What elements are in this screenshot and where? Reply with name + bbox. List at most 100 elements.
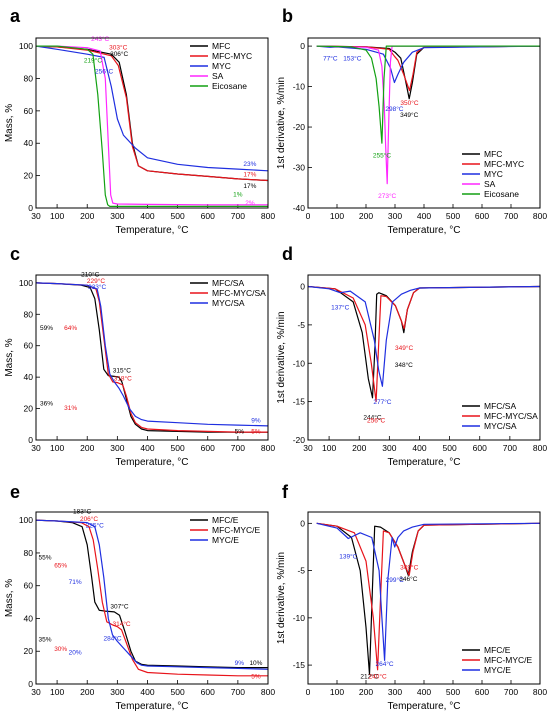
annotation-label: 315°C [113, 366, 131, 374]
plot-frame [307, 511, 541, 685]
panel-label-e: e [10, 482, 20, 502]
x-tick-label: 800 [533, 211, 547, 221]
panel-a: a 30 100 200 300 400 500 600 700 800 0 20 40 60 80 100 T… [4, 6, 275, 236]
annotation-label: 229°C [87, 277, 105, 285]
y-tick-label: -10 [293, 358, 306, 368]
x-tick-label: 700 [504, 211, 518, 221]
annotation-label: 65% [54, 563, 67, 570]
x-tick-label: 300 [110, 687, 124, 697]
annotation-label: 349°C [400, 111, 418, 119]
annotation-label: 303°C [109, 43, 127, 51]
panel-c: c 30 100 200 300 400 500 600 700 800 0 20 40 60 80 100 T… [4, 244, 275, 468]
y-tick-label: -20 [293, 122, 306, 132]
annotation-label: 1% [233, 192, 243, 199]
annotation-label: 298°C [385, 105, 403, 113]
y-tick-label: 20 [24, 171, 34, 181]
annotation-label: 256°C [95, 68, 113, 76]
legend-label: MYC/SA [484, 421, 517, 431]
x-tick-label: 500 [446, 211, 460, 221]
series-line-mfc-sa [308, 285, 540, 399]
x-tick-label: 400 [412, 443, 426, 453]
series-line-mfc-sa [36, 282, 268, 433]
x-tick-label: 800 [533, 687, 547, 697]
x-tick-label: 700 [504, 687, 518, 697]
legend-label: MFC-MYC/E [484, 655, 532, 665]
legend-label: MFC-MYC/E [212, 525, 260, 535]
legend-label: SA [212, 71, 224, 81]
series-line-eicosane [36, 45, 268, 207]
legend-label: MFC [212, 41, 230, 51]
panel-d: d 30 100 200 300 400 500 600 700 800 0 -5 -10 -15 -20 T… [276, 244, 547, 468]
x-axis-label: Temperature, °C [116, 457, 189, 468]
y-axis-label: Mass, % [4, 579, 15, 617]
x-tick-label: 200 [352, 443, 366, 453]
annotation-label: 5% [235, 429, 245, 436]
x-tick-label: 800 [533, 443, 547, 453]
x-tick-label: 600 [473, 443, 487, 453]
annotation-label: 240°C [369, 672, 387, 680]
y-axis-label: 1st derivative, %/min [276, 552, 287, 644]
x-tick-label: 100 [50, 687, 64, 697]
annotation-label: 9% [251, 418, 261, 425]
x-tick-label: 500 [171, 687, 185, 697]
annotation-label: 243°C [91, 35, 109, 43]
x-tick-label: 100 [50, 211, 64, 221]
x-tick-label: 800 [261, 211, 275, 221]
x-tick-label: 700 [231, 687, 245, 697]
y-axis-label: 1st derivative, %/min [276, 311, 287, 403]
x-tick-label: 30 [303, 443, 313, 453]
x-tick-label: 200 [80, 687, 94, 697]
annotation-label: 225°C [86, 522, 104, 530]
x-tick-label: 300 [388, 211, 402, 221]
legend-label: MFC [484, 149, 502, 159]
legend-label: MFC/E [212, 515, 239, 525]
y-tick-label: 100 [19, 41, 33, 51]
series-line-myc-e [36, 519, 268, 670]
y-tick-label: 0 [300, 41, 305, 51]
annotation-label: 318°C [114, 374, 132, 382]
annotation-label: 256°C [367, 416, 385, 424]
plot-frame [307, 37, 541, 209]
series-line-mfc-myc-sa [308, 285, 540, 403]
y-tick-label: 20 [24, 404, 34, 414]
series-line-mfc [316, 45, 540, 100]
annotation-label: 306°C [110, 50, 128, 58]
x-tick-label: 100 [322, 443, 336, 453]
x-tick-label: 600 [201, 211, 215, 221]
plot-frame [35, 511, 269, 685]
series-line-sa [316, 45, 540, 185]
x-axis-label: Temperature, °C [388, 457, 461, 468]
series-group [36, 519, 268, 677]
series-line-myc-sa [36, 282, 268, 427]
legend-label: MYC [484, 169, 503, 179]
y-tick-label: 60 [24, 581, 34, 591]
annotation-label: 273°C [378, 192, 396, 200]
annotation-label: 55% [39, 555, 52, 562]
legend-label: MYC [212, 61, 231, 71]
annotation-label: 219°C [84, 56, 102, 64]
annotation-label: 64% [64, 325, 77, 332]
y-axis-label: Mass, % [4, 338, 15, 376]
series-line-sa [36, 45, 268, 206]
x-tick-label: 200 [80, 443, 94, 453]
annotation-label: 30% [54, 646, 67, 653]
y-tick-label: 0 [300, 282, 305, 292]
y-tick-label: -10 [293, 82, 306, 92]
x-tick-label: 500 [446, 687, 460, 697]
x-tick-label: 600 [201, 443, 215, 453]
annotation-label: 23% [243, 161, 256, 168]
series-line-mfc [36, 45, 268, 182]
series-line-mfc-myc-e [316, 522, 540, 671]
x-tick-label: 100 [330, 687, 344, 697]
x-tick-label: 200 [359, 687, 373, 697]
x-tick-label: 400 [140, 443, 154, 453]
annotation-label: 307°C [110, 603, 128, 611]
x-tick-label: 700 [231, 211, 245, 221]
x-tick-label: 30 [31, 687, 41, 697]
annotation-label: 139°C [339, 552, 357, 560]
annotation-label: 59% [40, 325, 53, 332]
x-axis-label: Temperature, °C [116, 225, 189, 236]
